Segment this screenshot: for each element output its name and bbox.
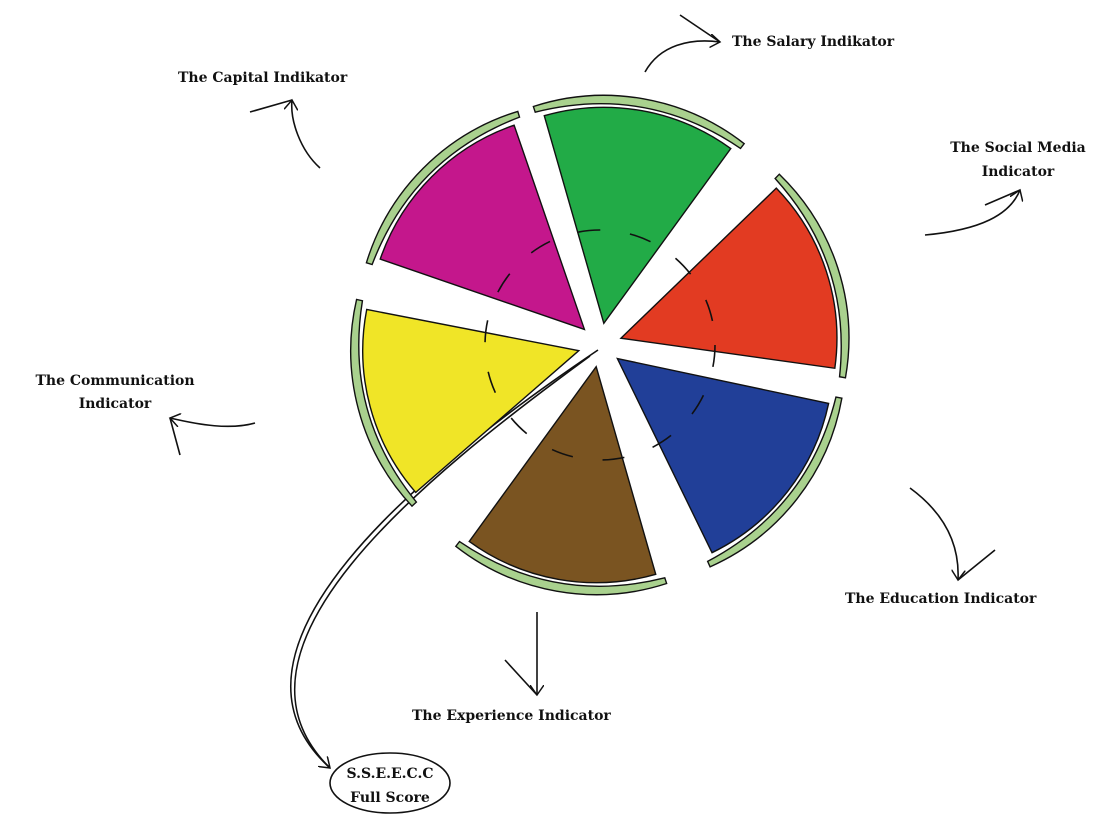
wedge-rim — [706, 396, 843, 568]
wedge — [619, 187, 838, 370]
arrows — [170, 14, 1020, 768]
indicator-label: The Salary Indikator — [732, 34, 895, 50]
wedge-rim — [350, 298, 418, 508]
indicator-label: Indicator — [79, 396, 152, 412]
indicator-label: The Communication — [35, 373, 194, 389]
wedge — [543, 106, 732, 325]
score-label: Full Score — [350, 790, 430, 806]
inner-ring — [484, 229, 716, 461]
wedge — [616, 357, 830, 554]
score-label: S.S.E.E.C.C — [347, 766, 434, 782]
wedge-rim — [532, 94, 746, 150]
wedge — [379, 124, 586, 331]
wedge — [362, 308, 581, 494]
indicator-label: Indicator — [982, 164, 1055, 180]
wedge-rim — [454, 540, 668, 596]
indicator-label: The Social Media — [950, 140, 1086, 156]
indicator-label: The Capital Indikator — [178, 70, 348, 86]
indicator-label: The Experience Indicator — [412, 708, 611, 724]
wedge-rim — [774, 173, 850, 379]
labels: The Salary Indikator The Social Media Indi… — [35, 34, 1085, 806]
indicator-label: The Education Indicator — [845, 591, 1037, 607]
wedge — [468, 365, 657, 584]
wedges — [350, 94, 850, 596]
score-bubble — [329, 752, 451, 814]
wedge-rim — [365, 110, 521, 266]
